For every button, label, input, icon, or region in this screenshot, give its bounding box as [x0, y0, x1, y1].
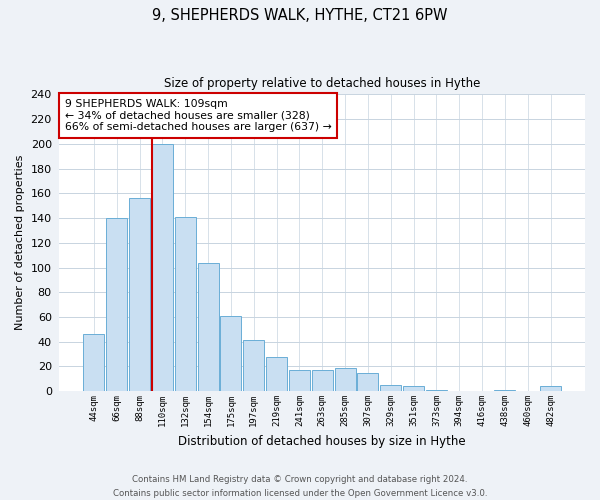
Bar — [403, 386, 424, 391]
Bar — [83, 334, 104, 391]
Bar — [266, 356, 287, 391]
Bar — [175, 217, 196, 391]
X-axis label: Distribution of detached houses by size in Hythe: Distribution of detached houses by size … — [178, 434, 466, 448]
Bar — [106, 218, 127, 391]
Title: Size of property relative to detached houses in Hythe: Size of property relative to detached ho… — [164, 78, 481, 90]
Bar — [243, 340, 264, 391]
Bar — [335, 368, 356, 391]
Text: Contains HM Land Registry data © Crown copyright and database right 2024.
Contai: Contains HM Land Registry data © Crown c… — [113, 476, 487, 498]
Bar — [494, 390, 515, 391]
Bar — [358, 372, 379, 391]
Bar — [426, 390, 447, 391]
Bar — [312, 370, 333, 391]
Bar — [197, 262, 218, 391]
Text: 9 SHEPHERDS WALK: 109sqm
← 34% of detached houses are smaller (328)
66% of semi-: 9 SHEPHERDS WALK: 109sqm ← 34% of detach… — [65, 99, 331, 132]
Bar — [129, 198, 150, 391]
Bar — [289, 370, 310, 391]
Text: 9, SHEPHERDS WALK, HYTHE, CT21 6PW: 9, SHEPHERDS WALK, HYTHE, CT21 6PW — [152, 8, 448, 22]
Bar — [540, 386, 561, 391]
Y-axis label: Number of detached properties: Number of detached properties — [15, 155, 25, 330]
Bar — [152, 144, 173, 391]
Bar — [220, 316, 241, 391]
Bar — [380, 385, 401, 391]
